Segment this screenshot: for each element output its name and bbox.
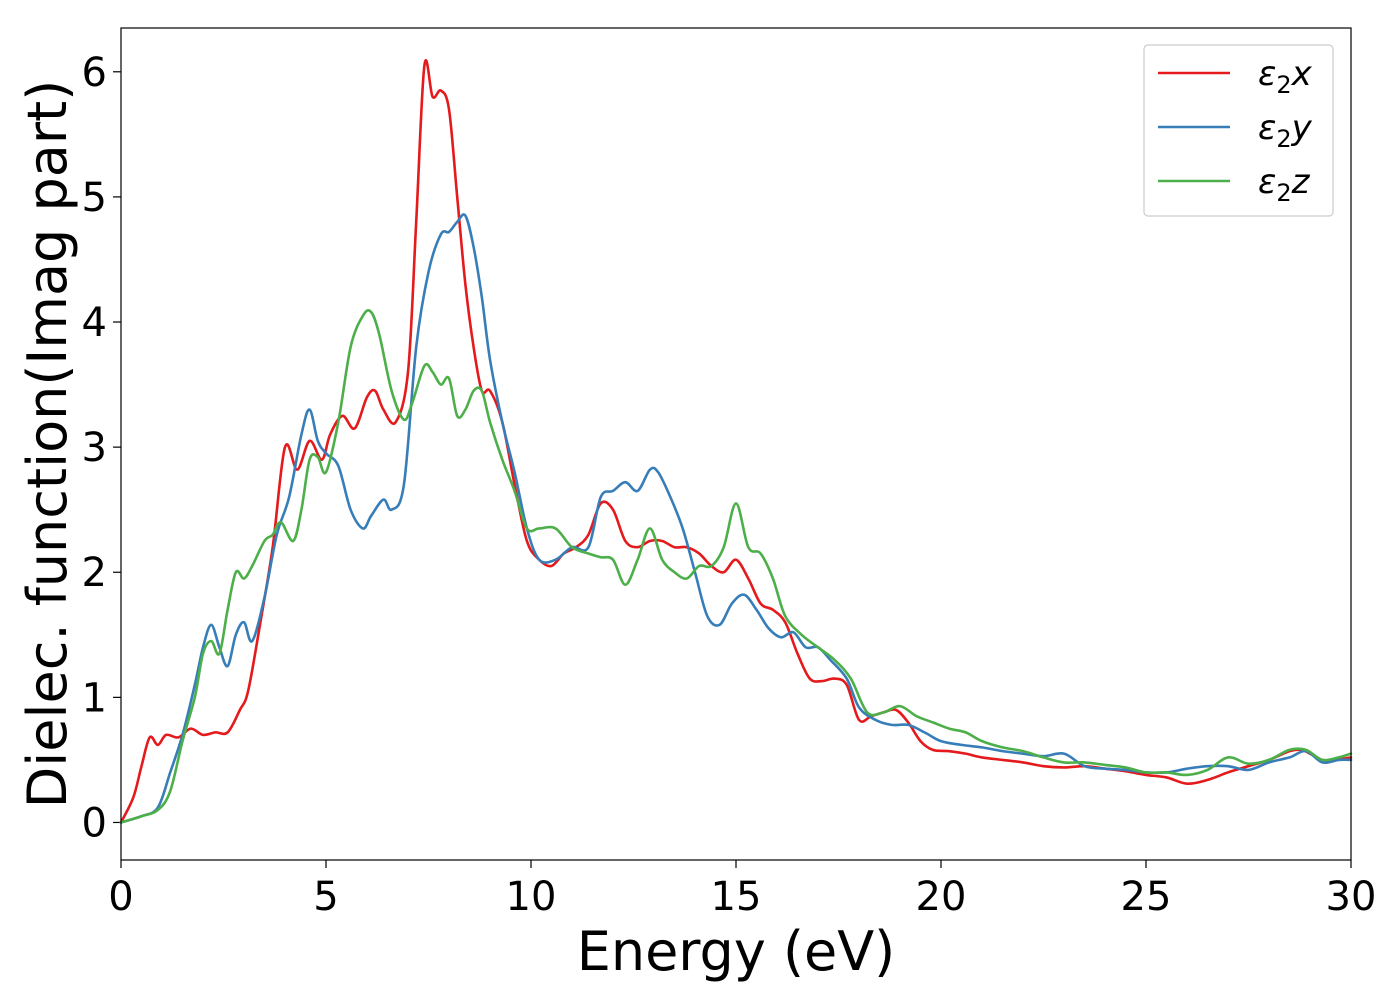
- x-tick-label: 5: [313, 874, 338, 920]
- legend-label-z: ε2z: [1258, 162, 1311, 207]
- legend-label-x: ε2x: [1258, 54, 1313, 99]
- x-tick-label: 25: [1121, 874, 1172, 920]
- y-tick-label: 6: [82, 50, 107, 96]
- y-tick-label: 4: [82, 300, 107, 346]
- plot-lines: [119, 59, 1353, 824]
- x-tick-label: 20: [916, 874, 967, 920]
- series-line-z: [119, 309, 1353, 824]
- x-axis-ticks: 0 5 10 15 20 25 30: [108, 860, 1376, 920]
- series-line-y: [119, 213, 1353, 824]
- x-tick-label: 10: [506, 874, 557, 920]
- y-axis-label: Dielec. function(Imag part): [16, 80, 79, 809]
- legend-box: [1143, 44, 1334, 217]
- y-tick-label: 0: [82, 800, 107, 846]
- legend-label-y: ε2y: [1258, 108, 1313, 153]
- x-tick-label: 30: [1326, 874, 1377, 920]
- y-tick-label: 1: [82, 675, 107, 721]
- x-axis-label: Energy (eV): [577, 920, 896, 983]
- series-line-x: [119, 59, 1353, 824]
- plot-frame: [120, 27, 1352, 861]
- x-tick-label: 0: [108, 874, 133, 920]
- y-tick-label: 2: [82, 550, 107, 596]
- x-tick-label: 15: [711, 874, 762, 920]
- y-tick-label: 5: [82, 175, 107, 221]
- y-tick-label: 3: [82, 425, 107, 471]
- y-axis-ticks: 0 1 2 3 4 5 6: [82, 50, 121, 846]
- legend: ε2x ε2y ε2z: [1143, 44, 1334, 217]
